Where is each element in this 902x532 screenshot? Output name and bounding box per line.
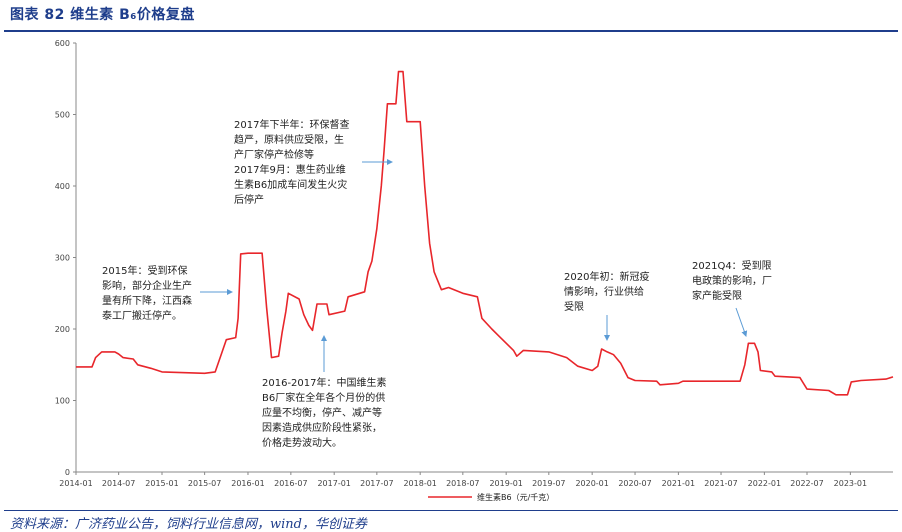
title-divider <box>4 30 898 32</box>
annotation-text-line: 量有所下降，江西森 <box>102 294 192 307</box>
axis-layer: 0 100 200 300 400 500 600 2014-01 2014-07 2015-01… <box>55 39 893 488</box>
y-tick-label: 600 <box>55 39 70 48</box>
y-tick-label: 400 <box>55 182 70 191</box>
annotation-text-line: 产厂家停产检修等 <box>234 148 314 161</box>
annotation-text-line: 因素造成供应阶段性紧张， <box>262 421 382 434</box>
source-note: 资料来源：广济药业公告，饲料行业信息网，wind，华创证券 <box>10 517 367 532</box>
series-layer <box>76 70 894 396</box>
x-tick-label: 2016-01 <box>231 479 264 488</box>
series-line-vitamin-b6 <box>76 70 894 396</box>
y-tick-label: 200 <box>55 325 70 334</box>
y-tick-label: 500 <box>55 111 70 120</box>
annotation-text-line: 2021Q4：受到限 <box>692 260 772 272</box>
x-tick-label: 2017-07 <box>360 479 393 488</box>
x-tick-label: 2019-01 <box>489 479 522 488</box>
annotation-text-line: 家产能受限 <box>692 289 742 302</box>
x-tick-label: 2016-07 <box>274 479 307 488</box>
x-tick-label: 2022-07 <box>790 479 823 488</box>
x-tick-label: 2018-07 <box>446 479 479 488</box>
annotation-text-line: 生素B6加成车间发生火灾 <box>234 178 347 191</box>
x-tick-label: 2014-01 <box>59 479 92 488</box>
annotation-text-line: 2020年初：新冠疫 <box>564 270 649 283</box>
annotation-text-line: B6厂家在全年各个月份的供 <box>262 391 385 404</box>
annotation-text-line: 情影响，行业供给 <box>564 285 644 298</box>
annotation-arrow <box>735 307 748 337</box>
x-tick-label: 2020-07 <box>618 479 651 488</box>
annotation-text-line: 2015年：受到环保 <box>102 264 187 277</box>
annotation-text-line: 应量不均衡，停产、减产等 <box>262 406 382 419</box>
x-tick-label: 2017-01 <box>317 479 350 488</box>
y-tick-label: 100 <box>55 397 70 406</box>
x-tick-label: 2023-01 <box>834 479 867 488</box>
annotation-text-line: 后停产 <box>234 193 264 206</box>
x-tick-label: 2022-01 <box>748 479 781 488</box>
annotation-text-line: 2017年下半年：环保督查 <box>234 118 349 131</box>
legend: 维生素B6（元/千克） <box>428 492 554 502</box>
x-tick-label: 2018-01 <box>403 479 436 488</box>
annotation-text-line: 电政策的影响，厂 <box>692 274 772 287</box>
annotation-text-line: 趋严，原料供应受限，生 <box>234 133 344 146</box>
annotation-text-line: 影响，部分企业生产 <box>102 279 192 292</box>
annotation-text-line: 泰工厂搬迁停产。 <box>102 309 182 322</box>
annotation-arrows <box>200 159 748 372</box>
x-tick-label: 2021-07 <box>704 479 737 488</box>
y-tick-label: 0 <box>65 468 70 477</box>
x-tick-label: 2015-01 <box>145 479 178 488</box>
x-tick-label: 2020-01 <box>575 479 608 488</box>
annotation-text-line: 2017年9月：惠生药业维 <box>234 163 346 176</box>
annotation-text-line: 受限 <box>564 301 584 313</box>
chart-svg: 0 100 200 300 400 500 600 2014-01 2014-07 2015-01… <box>55 39 894 502</box>
annotation-text-line: 2016-2017年：中国维生素 <box>262 376 387 389</box>
chart-title: 图表 82 维生素 B₆价格复盘 <box>10 7 195 23</box>
y-tick-label: 300 <box>55 254 70 263</box>
x-tick-label: 2021-01 <box>662 479 695 488</box>
legend-label: 维生素B6（元/千克） <box>477 492 554 502</box>
source-divider <box>4 510 898 511</box>
x-tick-label: 2019-07 <box>532 479 565 488</box>
x-tick-label: 2014-07 <box>102 479 135 488</box>
x-tick-label: 2015-07 <box>188 479 221 488</box>
annotation-text-line: 价格走势波动大。 <box>262 436 342 449</box>
